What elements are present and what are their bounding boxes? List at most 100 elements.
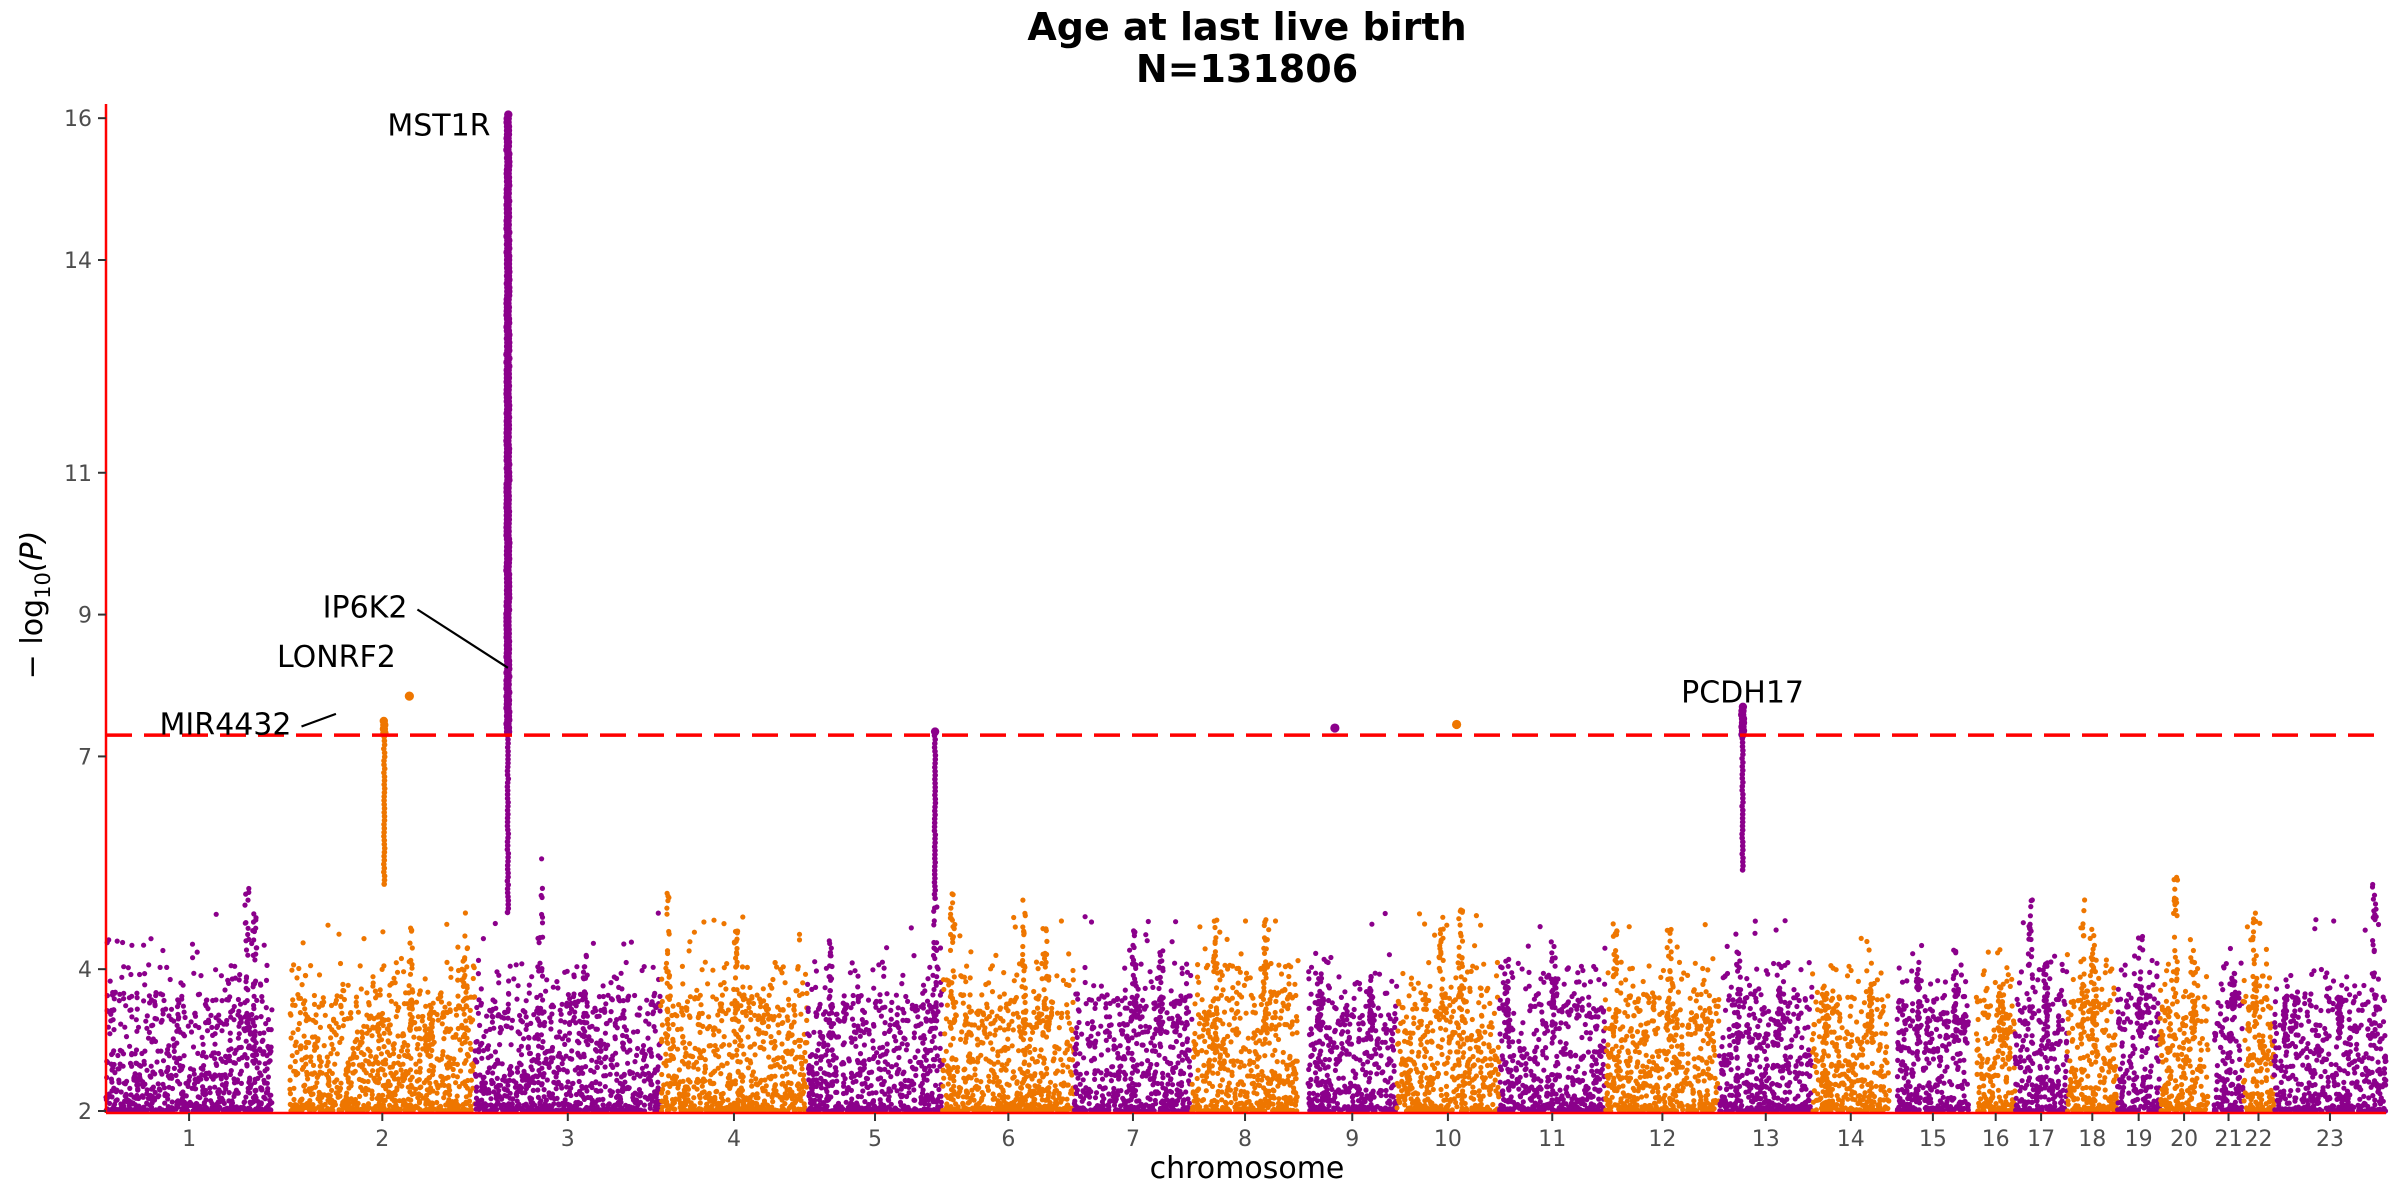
snp-point	[596, 994, 603, 1000]
snp-point	[232, 963, 238, 969]
snp-point	[813, 968, 820, 974]
snp-point	[806, 1033, 812, 1039]
snp-point	[953, 1057, 959, 1063]
snp-point	[245, 952, 251, 958]
snp-point	[948, 905, 954, 911]
snp-point	[155, 1081, 161, 1087]
snp-point	[1050, 1058, 1056, 1064]
snp-point	[891, 1047, 897, 1054]
snp-point	[711, 1032, 717, 1038]
snp-point	[200, 1066, 206, 1072]
snp-point	[128, 971, 134, 978]
snp-point	[526, 990, 532, 996]
snp-point	[198, 1076, 204, 1082]
snp-point	[480, 936, 486, 942]
snp-point	[305, 1076, 311, 1082]
snp-point	[797, 1043, 803, 1049]
snp-point	[165, 1073, 171, 1079]
snp-point	[302, 972, 308, 979]
snp-point	[377, 1012, 383, 1019]
snp-point	[246, 1024, 252, 1030]
snp-point	[540, 1039, 546, 1045]
snp-point	[199, 1053, 205, 1059]
snp-point	[986, 1058, 992, 1064]
snp-point	[127, 1043, 133, 1049]
snp-point	[475, 971, 481, 977]
snp-point	[106, 937, 112, 943]
snp-point	[485, 1043, 492, 1049]
snp-point	[195, 1050, 201, 1056]
snp-point	[536, 1043, 542, 1049]
snp-point	[350, 1070, 357, 1076]
snp-point	[811, 1029, 817, 1035]
snp-point	[614, 1062, 620, 1068]
snp-point	[224, 1017, 230, 1024]
snp-point	[861, 1042, 868, 1048]
snp-point	[146, 1029, 152, 1035]
snp-point	[829, 1004, 836, 1010]
snp-point	[222, 1106, 228, 1112]
snp-point	[490, 1070, 496, 1076]
snp-point	[534, 1074, 541, 1080]
snp-point	[1064, 1002, 1070, 1008]
snp-point	[666, 996, 673, 1003]
snp-point	[287, 1064, 293, 1070]
snp-point	[219, 1095, 225, 1101]
snp-point	[445, 1099, 451, 1106]
snp-point	[963, 1015, 970, 1021]
snp-point	[754, 1095, 760, 1101]
snp-point	[621, 1071, 627, 1077]
snp-point	[180, 1093, 186, 1099]
snp-point	[997, 994, 1003, 1000]
snp-point	[714, 1088, 720, 1094]
snp-point	[304, 1072, 310, 1078]
snp-point	[148, 1063, 154, 1069]
snp-point	[680, 1033, 686, 1040]
snp-point	[240, 1104, 247, 1110]
snp-point	[735, 1105, 741, 1111]
snp-point	[964, 963, 970, 969]
snp-point	[976, 1085, 982, 1091]
snp-point	[597, 1041, 603, 1047]
snp-point	[117, 1061, 123, 1067]
snp-point	[1009, 1018, 1015, 1024]
snp-point	[134, 1092, 140, 1099]
snp-point	[826, 1083, 832, 1089]
snp-point	[602, 1030, 609, 1036]
snp-point	[409, 1014, 415, 1020]
snp-point	[852, 968, 858, 974]
snp-point	[546, 1092, 552, 1098]
snp-point	[762, 1077, 768, 1083]
snp-point	[434, 1099, 440, 1106]
snp-point	[427, 1034, 434, 1040]
snp-point	[350, 1061, 356, 1067]
snp-point	[543, 988, 549, 994]
snp-point	[937, 1045, 943, 1051]
snp-point	[431, 1039, 437, 1045]
snp-point	[308, 963, 314, 969]
snp-point	[395, 1076, 401, 1082]
snp-point	[516, 1047, 522, 1053]
snp-point	[615, 1088, 621, 1094]
snp-point	[964, 1032, 970, 1038]
snp-point	[760, 1039, 766, 1045]
chart-title: Age at last live birth N=131806	[1027, 5, 1466, 91]
snp-point	[444, 1065, 451, 1071]
snp-point	[584, 972, 590, 978]
snp-point	[134, 1082, 140, 1088]
snp-point	[721, 1034, 727, 1040]
snp-point	[877, 992, 883, 998]
snp-point	[899, 1041, 905, 1047]
snp-point	[153, 1107, 159, 1113]
snp-point	[966, 1004, 972, 1010]
snp-point	[165, 1067, 171, 1073]
snp-point	[219, 998, 225, 1004]
snp-point	[546, 1103, 553, 1109]
snp-point	[171, 1055, 177, 1061]
snp-point	[252, 1088, 258, 1094]
snp-point	[573, 1091, 580, 1098]
snp-point	[887, 1027, 893, 1033]
snp-point	[951, 974, 957, 980]
snp-point	[598, 1048, 604, 1054]
snp-point	[353, 1003, 359, 1009]
